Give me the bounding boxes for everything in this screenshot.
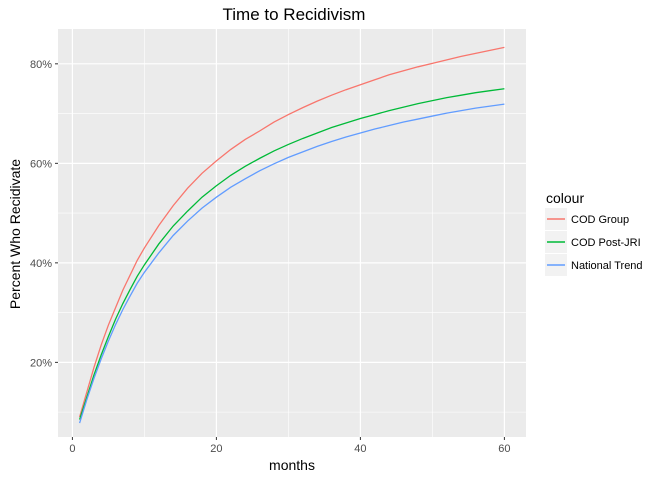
legend-label: National Trend: [571, 260, 643, 272]
minor-gridlines: [58, 29, 526, 437]
series-line-cod-group: [78, 46, 505, 418]
x-axis-title: months: [269, 457, 315, 473]
x-axis: 0 20 40 60: [69, 437, 511, 455]
y-axis: 20% 40% 60% 80%: [30, 59, 58, 369]
legend-label: COD Post-JRI: [571, 237, 641, 249]
y-axis-title: Percent Who Recidivate: [7, 159, 23, 309]
chart-title: Time to Recidivism: [223, 5, 366, 24]
x-tick-label: 0: [69, 443, 75, 455]
plot-panel: [58, 29, 526, 437]
series-line-cod-post-jri: [78, 88, 505, 420]
legend-label: COD Group: [571, 214, 629, 226]
x-tick-label: 40: [354, 443, 366, 455]
y-tick-label: 40%: [30, 258, 52, 270]
x-tick-label: 60: [498, 443, 510, 455]
y-tick-label: 60%: [30, 158, 52, 170]
major-gridlines: [58, 29, 526, 437]
y-tick-label: 80%: [30, 59, 52, 71]
legend: colour COD Group COD Post-JRI National Tre…: [545, 190, 643, 276]
x-tick-label: 20: [210, 443, 222, 455]
series-line-national-trend: [78, 103, 505, 424]
series-lines: [78, 46, 505, 424]
y-tick-label: 20%: [30, 357, 52, 369]
legend-title: colour: [546, 190, 584, 206]
